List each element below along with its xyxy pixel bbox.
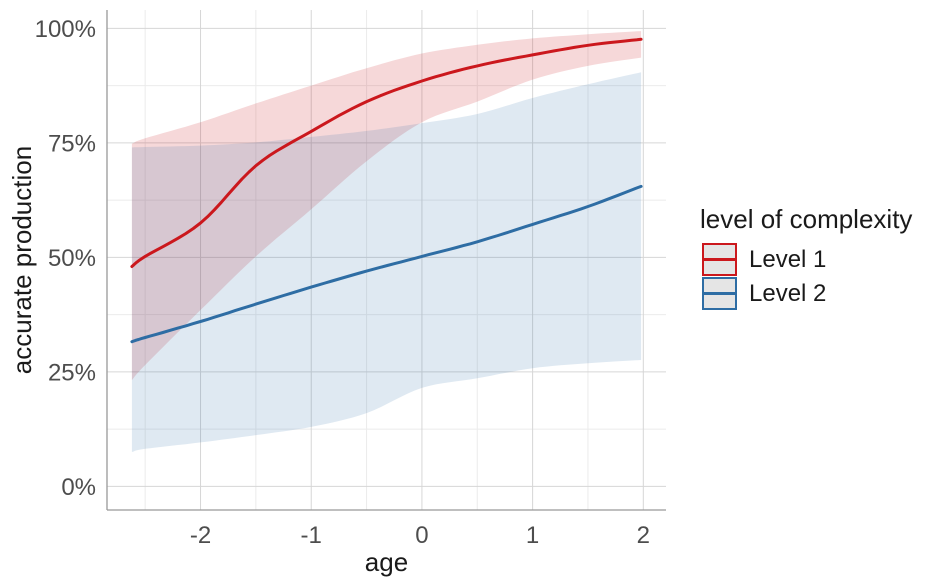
y-tick-label: 50%	[48, 245, 96, 272]
x-tick-label: -2	[190, 522, 211, 549]
y-tick-label: 100%	[35, 16, 96, 43]
legend-key-level-2	[702, 277, 737, 310]
x-tick-label: 1	[526, 522, 539, 549]
x-tick-label: -1	[301, 522, 322, 549]
series-line-1	[130, 37, 643, 268]
y-tick-label: 0%	[61, 474, 96, 501]
y-tick-label: 75%	[48, 130, 96, 157]
confidence-band-1	[131, 31, 642, 381]
legend-key-line-level-1	[704, 258, 735, 261]
legend-key-line-level-2	[704, 292, 735, 295]
x-axis-title: age	[365, 547, 408, 577]
confidence-band-2	[131, 72, 642, 453]
legend-label-level-1: Level 1	[749, 246, 827, 273]
y-tick-label: 25%	[48, 359, 96, 386]
series-line-2	[130, 184, 643, 344]
legend-key-level-1	[702, 243, 737, 276]
legend-title: level of complexity	[700, 204, 913, 234]
x-tick-label: 2	[637, 522, 650, 549]
x-tick-label: 0	[415, 522, 428, 549]
y-axis-title: accurate production	[7, 146, 37, 374]
legend-label-level-2: Level 2	[749, 280, 827, 307]
